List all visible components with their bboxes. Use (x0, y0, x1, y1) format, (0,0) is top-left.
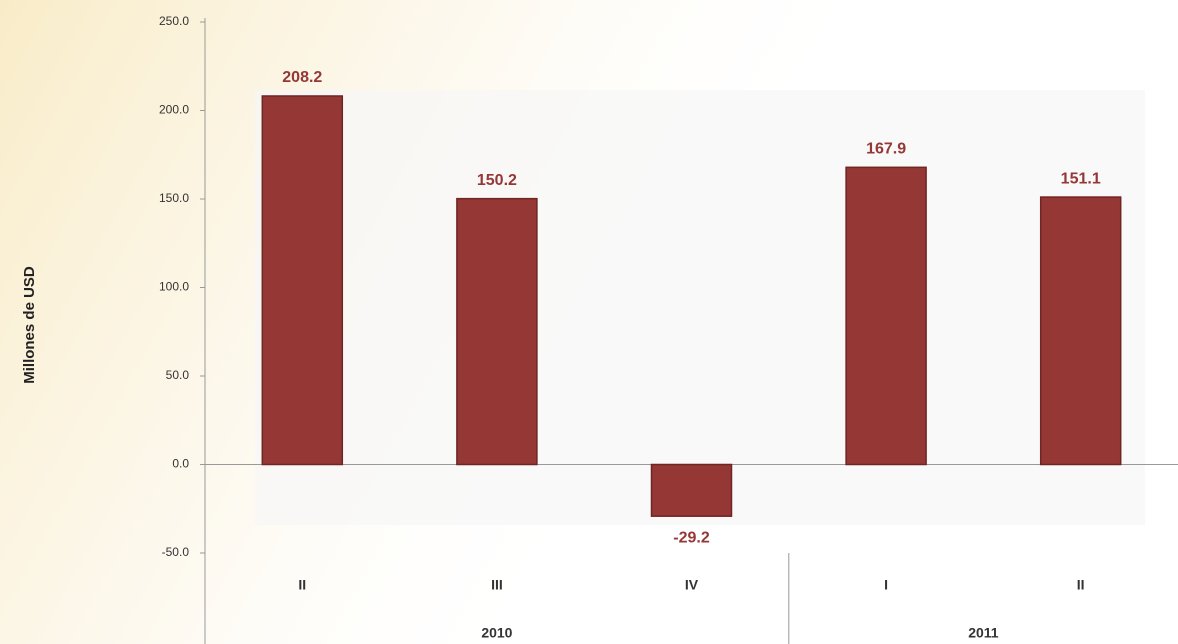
bar (650, 463, 733, 517)
x-tick-label: II (298, 577, 306, 593)
value-label: 150.2 (477, 172, 517, 189)
y-tick-label: 200.0 (159, 103, 189, 117)
y-tick-label: 50.0 (166, 368, 190, 382)
y-tick-label: 150.0 (159, 191, 189, 205)
y-axis-label: Millones de USD (21, 266, 38, 384)
value-label: 151.1 (1061, 170, 1101, 187)
x-tick-label: II (1077, 577, 1085, 593)
bar (456, 197, 538, 466)
x-tick-label: III (491, 577, 503, 593)
bar (261, 95, 344, 466)
bar (845, 166, 927, 466)
y-tick-label: 250.0 (159, 14, 189, 28)
x-tick-label: I (884, 577, 888, 593)
plot-area (255, 90, 1145, 525)
x-tick-label: IV (685, 577, 699, 593)
value-label: 208.2 (282, 69, 322, 86)
bar (1039, 196, 1122, 466)
y-tick-label: 100.0 (159, 280, 189, 294)
y-tick-label: 0.0 (172, 457, 189, 471)
group-label: 2010 (481, 625, 512, 641)
value-label: 167.9 (866, 141, 906, 158)
y-tick-label: -50.0 (162, 545, 190, 559)
group-label: 2011 (968, 625, 999, 641)
value-label: -29.2 (673, 529, 710, 546)
